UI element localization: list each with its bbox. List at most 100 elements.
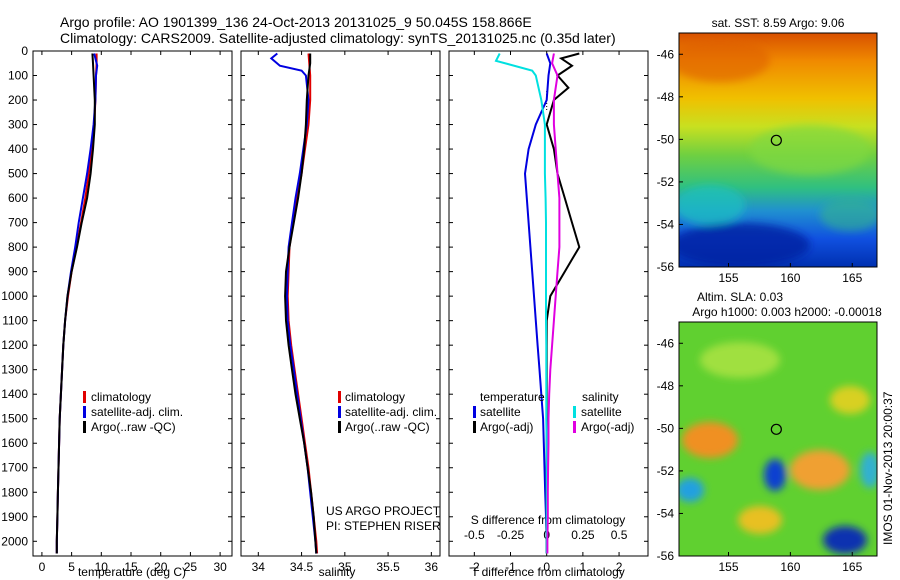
sla-high-patch	[830, 386, 870, 414]
legend-swatch-t-argo	[473, 421, 476, 433]
x-tick-label: 1	[580, 560, 587, 574]
depth-tick-label: 400	[8, 142, 28, 156]
depth-tick-label: 200	[8, 93, 28, 107]
salinity-legend: climatology satellite-adj. clim. Argo(..…	[338, 390, 437, 434]
sst-mid-patch	[820, 199, 877, 231]
legend-swatch-argo	[338, 421, 341, 433]
salinity-xlabel: salinity	[319, 565, 356, 579]
series-line-s-argo-adj-	[546, 53, 561, 554]
sla-light-patch	[700, 342, 780, 378]
depth-tick-label: 2000	[1, 534, 28, 548]
sst-map-axes: 155 160 165 -46 -48 -50 -52 -54 -56	[657, 47, 863, 285]
lat-tick-label: -48	[657, 90, 675, 104]
legend-temperature-title: temperature	[480, 390, 545, 404]
sla-map-title: Altim. SLA: 0.03	[697, 290, 783, 304]
legend-s-argo-label: Argo(-adj)	[581, 420, 634, 434]
depth-tick-label: 800	[8, 240, 28, 254]
lat-tick-label: -48	[657, 379, 675, 393]
legend-argo-label: Argo(..raw -QC)	[91, 420, 176, 434]
legend-swatch-satellite	[338, 406, 341, 418]
legend-climatology-label: climatology	[91, 390, 151, 404]
lon-tick-label: 155	[718, 560, 738, 574]
float-position-marker	[770, 423, 782, 435]
sla-low-patch	[860, 452, 877, 488]
sst-map	[679, 33, 877, 267]
s-tick-label: -0.5	[464, 528, 485, 542]
sla-float-marker	[770, 423, 782, 435]
depth-tick-label: 1200	[1, 338, 28, 352]
legend-swatch-climatology	[83, 391, 86, 403]
lat-tick-label: -52	[657, 464, 675, 478]
legend-swatch-satellite	[83, 406, 86, 418]
s-tick-label: -0.25	[497, 528, 525, 542]
depth-tick-label: 1900	[1, 510, 28, 524]
lon-tick-label: 155	[718, 271, 738, 285]
series-line-satellite-adj-clim-	[55, 53, 99, 554]
depth-tick-label: 0	[21, 44, 28, 58]
depth-tick-label: 300	[8, 118, 28, 132]
sst-warm-patch	[679, 38, 770, 82]
float-position-marker	[770, 134, 782, 146]
title-line-2: Climatology: CARS2009. Satellite-adjuste…	[60, 30, 616, 46]
legend-swatch-argo	[83, 421, 86, 433]
x-tick-label: 10	[95, 560, 109, 574]
sla-low-patch	[764, 459, 786, 491]
lon-tick-label: 160	[780, 271, 800, 285]
lon-tick-label: 160	[780, 560, 800, 574]
legend-argo-label: Argo(..raw -QC)	[345, 420, 430, 434]
depth-tick-label: 1700	[1, 461, 28, 475]
sst-green-patch	[750, 125, 870, 175]
lat-tick-label: -52	[657, 175, 675, 189]
depth-tick-label: 500	[8, 167, 28, 181]
x-tick-label: 0	[543, 560, 550, 574]
imos-watermark: IMOS 01-Nov-2013 20:00:37	[881, 391, 895, 545]
temperature-series	[55, 53, 99, 554]
s-tick-label: 0.5	[611, 528, 628, 542]
t-difference-xlabel: T difference from climatology	[471, 565, 625, 579]
sla-high-patch	[682, 422, 738, 458]
title-line-1: Argo profile: AO 1901399_136 24-Oct-2013…	[60, 14, 532, 30]
series-line-t-argo-adj-	[545, 52, 581, 554]
legend-swatch-climatology	[338, 391, 341, 403]
lat-tick-label: -46	[657, 336, 675, 350]
sst-cyan-patch	[679, 185, 745, 225]
depth-tick-label: 700	[8, 216, 28, 230]
series-line-climatology	[55, 53, 98, 554]
temperature-legend: climatology satellite-adj. clim. Argo(..…	[83, 390, 183, 434]
depth-tick-label: 1600	[1, 436, 28, 450]
lat-tick-label: -50	[657, 421, 675, 435]
depth-tick-label: 1300	[1, 363, 28, 377]
salinity-series	[269, 52, 319, 554]
depth-tick-label: 600	[8, 191, 28, 205]
lat-tick-label: -46	[657, 47, 675, 61]
sla-map	[679, 322, 877, 556]
temperature-plot-frame	[32, 50, 233, 557]
depth-tick-label: 1800	[1, 485, 28, 499]
sla-high-patch	[738, 506, 782, 534]
depth-tick-label: 1100	[2, 314, 28, 328]
difference-legend: temperature satellite Argo(-adj) salinit…	[473, 390, 634, 434]
salinity-plot-frame	[240, 50, 441, 557]
project-annotation: US ARGO PROJECT	[326, 504, 441, 518]
depth-tick-label: 1400	[1, 387, 28, 401]
x-tick-label: 34.5	[290, 560, 314, 574]
x-tick-label: 36	[425, 560, 439, 574]
sla-map-axes: 155 160 165 -46 -48 -50 -52 -54 -56	[657, 336, 863, 574]
x-tick-label: 34	[252, 560, 266, 574]
sst-cold-patch	[679, 223, 810, 267]
x-tick-label: 35.5	[376, 560, 400, 574]
legend-swatch-s-satellite	[573, 406, 576, 418]
sst-float-marker	[770, 134, 782, 146]
depth-tick-label: 100	[8, 69, 28, 83]
temperature-x-axis: 0 5 10 15 20 25 30	[39, 51, 227, 574]
depth-tick-label: 1000	[1, 289, 28, 303]
sst-map-frame	[678, 32, 878, 268]
difference-x-axis: -2 -1 0 1 2	[469, 51, 623, 574]
legend-satellite-label: satellite-adj. clim.	[345, 405, 437, 419]
x-tick-label: 25	[184, 560, 198, 574]
legend-climatology-label: climatology	[345, 390, 405, 404]
x-tick-label: 15	[124, 560, 138, 574]
legend-salinity-title: salinity	[582, 390, 619, 404]
pi-annotation: PI: STEPHEN RISER	[326, 519, 441, 533]
